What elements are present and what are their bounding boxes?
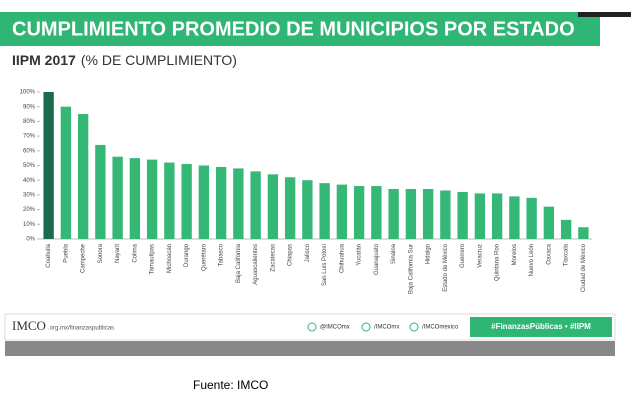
bar — [302, 180, 313, 239]
bar — [422, 189, 434, 239]
x-tick-label: Aguascalientes — [253, 244, 259, 285]
y-tick-label: 60% — [23, 148, 36, 154]
bar — [578, 227, 589, 239]
y-tick-label: 70% — [23, 134, 36, 140]
bar — [181, 164, 192, 239]
x-tick-label: Ciudad de México — [581, 243, 587, 292]
bar — [129, 158, 141, 239]
y-tick-label: 80% — [23, 119, 36, 125]
bar — [405, 189, 417, 239]
y-tick-label: 90% — [23, 104, 36, 110]
x-tick-label: Tlaxcala — [564, 243, 570, 266]
x-tick-label: Estado de México — [443, 243, 449, 291]
x-tick-label: Tamaulipas — [150, 244, 156, 274]
x-tick-label: Morelos — [512, 244, 518, 265]
url: .org.mx/finanzaspublicas — [48, 326, 114, 332]
title-banner — [0, 12, 600, 46]
y-tick-label: 50% — [23, 163, 36, 169]
x-tick-label: Baja California Sur — [408, 244, 414, 294]
subtitle: IIPM 2017 (% DE CUMPLIMIENTO) — [12, 52, 237, 68]
x-tick-label: San Luis Potosí — [322, 244, 328, 286]
bar — [491, 193, 503, 239]
x-tick-label: Chihuahua — [339, 243, 345, 273]
bar — [233, 168, 244, 239]
hashtag-box — [470, 317, 612, 337]
x-tick-label: Durango — [184, 243, 190, 267]
bar — [198, 165, 210, 239]
icon — [361, 322, 371, 332]
x-tick-label: Nayarit — [115, 244, 121, 263]
x-tick-label: Querétaro — [201, 243, 207, 271]
x-tick-label: Quintana Roo — [495, 243, 501, 281]
bar — [319, 183, 330, 239]
bar — [164, 162, 175, 239]
twitter: @IMCOmx — [320, 325, 350, 331]
bar — [60, 106, 72, 239]
x-tick-label: Michoacán — [167, 244, 173, 273]
y-tick-label: 10% — [23, 222, 36, 228]
bar — [336, 184, 348, 239]
x-tick-label: Veracruz — [477, 244, 483, 268]
bar — [267, 174, 279, 239]
y-tick-label: 40% — [23, 178, 36, 184]
bar — [543, 206, 555, 239]
bar — [250, 171, 261, 239]
y-tick-label: 30% — [23, 192, 36, 198]
plot: 0% 10% 20% 30% 40% 50% 60% 70% 80% 90% 100% Coahuil… — [20, 90, 592, 294]
bar — [526, 197, 537, 239]
x-tick-label: Tabasco — [219, 243, 225, 266]
x-tick-label: Chiapas — [288, 244, 294, 266]
x-tick-label: Zacatecas — [270, 244, 276, 272]
x-tick-label: Oaxaca — [546, 243, 552, 264]
bar — [77, 114, 89, 239]
subtitle-bold: IIPM 2017 — [12, 52, 76, 68]
bar — [43, 92, 54, 239]
bar — [509, 196, 520, 239]
bar — [146, 159, 158, 239]
x-tick-label: Sonora — [98, 243, 104, 263]
x-tick-label: Campeche — [81, 243, 87, 273]
x-tick-label: Nuevo León — [529, 244, 535, 276]
bar — [457, 191, 468, 239]
bar — [95, 144, 106, 239]
title: CUMPLIMIENTO PROMEDIO DE MUNICIPIOS POR … — [12, 18, 575, 40]
x-tick-label: Yucatán — [357, 244, 363, 266]
x-tick-label: Jalisco — [305, 243, 311, 262]
y-tick-label: 0% — [26, 237, 35, 243]
logo: IMCO — [12, 318, 46, 333]
bar — [215, 166, 227, 239]
bar — [284, 177, 296, 239]
corner-bar — [578, 12, 631, 17]
x-tick-label: Guanajuato — [374, 243, 380, 275]
bar — [560, 219, 572, 239]
icon — [409, 322, 419, 332]
y-tick-label: 100% — [20, 90, 36, 96]
x-tick-label: Hidalgo — [426, 243, 432, 264]
bar — [371, 186, 382, 239]
instagram: /IMCOmexico — [422, 325, 459, 331]
bar — [353, 186, 365, 239]
subtitle-rest: (% DE CUMPLIMIENTO) — [81, 52, 237, 68]
x-tick-label: Baja California — [236, 243, 242, 283]
hashtags: #FinanzasPúblicas • #IIPM — [491, 322, 591, 331]
bar — [112, 156, 123, 239]
bar — [474, 193, 486, 239]
x-tick-label: Sinaloa — [391, 243, 397, 264]
bar — [440, 190, 451, 239]
x-tick-label: Colima — [132, 243, 138, 262]
x-tick-label: Coahuila — [46, 243, 52, 267]
bottom-bar — [5, 341, 615, 356]
facebook: /IMCOmx — [374, 325, 399, 331]
bar — [388, 189, 399, 239]
x-tick-label: Puebla — [63, 243, 69, 262]
source: Fuente: IMCO — [193, 378, 268, 392]
icon — [307, 322, 317, 332]
y-tick-label: 20% — [23, 207, 36, 213]
x-tick-label: Guerrero — [460, 243, 466, 268]
